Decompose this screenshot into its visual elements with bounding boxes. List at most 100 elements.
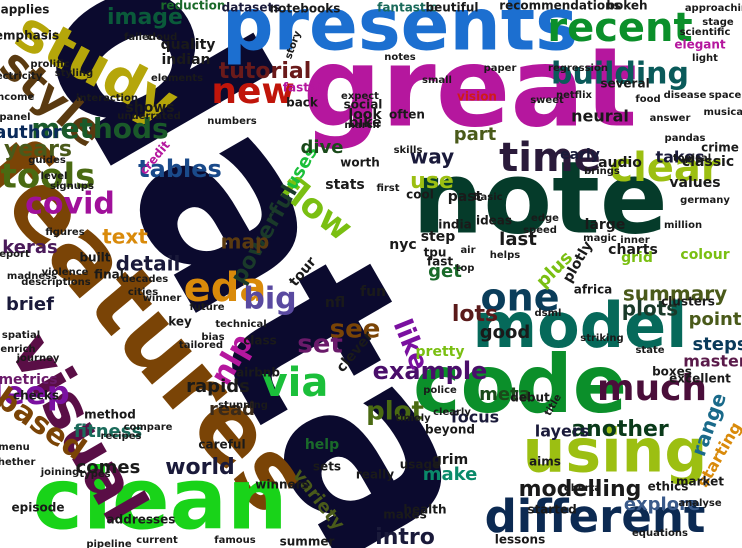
cloud-word-march: march (344, 120, 379, 131)
cloud-word-pretty: pretty (416, 344, 465, 360)
cloud-word-boxes: boxes (652, 365, 692, 379)
cloud-word-helps: helps (490, 250, 520, 261)
cloud-word-famous: famous (214, 535, 256, 546)
cloud-word-explore: explore (624, 494, 700, 515)
cloud-word-million: million (664, 220, 702, 231)
cloud-word-focus: focus (451, 408, 499, 427)
cloud-word-timely: timely (395, 413, 431, 424)
cloud-word-roberta: roberta (559, 483, 601, 494)
cloud-word-styling: styling (55, 68, 93, 79)
cloud-word-dive: dive (301, 137, 344, 158)
cloud-word-africa: africa (574, 283, 613, 297)
cloud-word-striking: striking (580, 333, 623, 344)
cloud-word-applies: applies (1, 3, 50, 17)
cloud-word-steps: steps (692, 334, 742, 355)
cloud-word-text: text (102, 225, 148, 249)
cloud-word-started: started (527, 503, 576, 517)
cloud-word-another: another (571, 417, 669, 442)
cloud-word-enrich: enrich (0, 344, 35, 355)
cloud-word-modelling: modelling (519, 477, 642, 502)
cloud-word-descriptions: descriptions (21, 277, 91, 288)
cloud-word-recipes: recipes (101, 431, 142, 442)
cloud-word-cities: cities (128, 287, 158, 298)
cloud-word-makes: makes (383, 508, 427, 522)
cloud-word-grid: grid (621, 250, 653, 266)
cloud-word-bias: bias (201, 332, 224, 343)
cloud-word-elegant: elegant (674, 38, 726, 52)
cloud-word-journey: journey (16, 353, 60, 364)
cloud-word-clusters: clusters (661, 295, 715, 309)
cloud-word-fantastic: fantastic (377, 1, 437, 15)
cloud-word-bokeh: bokeh (606, 0, 647, 13)
cloud-word-speed: speed (523, 225, 557, 236)
cloud-word-building: building (551, 57, 689, 92)
cloud-word-airbnb: airbnb (236, 366, 280, 380)
cloud-word-equations: equations (632, 528, 688, 539)
cloud-word-food: food (635, 94, 660, 105)
cloud-word-past: past (448, 189, 483, 205)
cloud-word-tailored: tailored (179, 340, 223, 351)
cloud-word-author: author (0, 122, 62, 143)
cloud-word-example: example (373, 357, 488, 385)
cloud-word-decades: decades (122, 274, 169, 285)
cloud-word-recommendations: recommendations (499, 0, 621, 13)
cloud-word-world: world (165, 455, 235, 480)
cloud-word-stats: stats (325, 177, 365, 193)
cloud-word-using: using (523, 417, 708, 487)
cloud-word-new: new (211, 71, 294, 112)
cloud-word-air: air (460, 245, 475, 256)
cloud-word-small: small (422, 75, 452, 86)
cloud-word-summary: summary (623, 282, 727, 306)
cloud-word-excellent: excellent (669, 372, 731, 386)
cloud-word-one: one (481, 276, 560, 320)
cloud-word-much: much (597, 368, 707, 409)
cloud-word-electricity: electricity (0, 71, 43, 82)
cloud-word-different: different (485, 490, 706, 543)
cloud-word-ethics: ethics (648, 480, 689, 494)
cloud-word-method: method (84, 408, 136, 422)
cloud-word-intro: intro (375, 525, 435, 548)
cloud-word-model: model (473, 289, 688, 362)
cloud-word-inner: inner (620, 235, 649, 246)
cloud-word-see: see (330, 315, 381, 345)
cloud-word-last: last (499, 229, 537, 250)
cloud-word-look: look (348, 107, 382, 123)
cloud-word-state: state (635, 345, 664, 356)
cloud-word-sweet: sweet (530, 95, 564, 106)
cloud-word-step: step (421, 229, 456, 245)
cloud-word-lots: lots (452, 302, 498, 327)
cloud-word-disease: disease (664, 90, 707, 101)
cloud-word-key: key (168, 315, 192, 329)
cloud-word-covid: covid (25, 187, 115, 222)
cloud-word-topical: topical (673, 153, 711, 164)
cloud-word-spatial: spatial (2, 330, 40, 341)
cloud-word-future: future (189, 302, 224, 313)
cloud-word-tpu: tpu (424, 246, 447, 260)
cloud-word-indian: indian (162, 52, 211, 68)
cloud-word-musical: musical (703, 107, 742, 118)
cloud-word-fun: fun (360, 284, 386, 300)
cloud-word-fast: fast (427, 255, 453, 269)
cloud-word-meta: meta (479, 384, 531, 405)
cloud-word-social: social (344, 98, 383, 112)
cloud-word-set: set (297, 330, 343, 360)
cloud-word-signups: signups (50, 181, 94, 192)
cloud-word-numbers: numbers (207, 116, 257, 127)
cloud-word-stunning: stunning (218, 400, 268, 411)
cloud-word-worth: worth (340, 156, 380, 170)
cloud-word-bike: bike (348, 115, 381, 131)
cloud-word-approaching: approaching (685, 3, 742, 14)
cloud-word-ideas: ideas (476, 214, 512, 228)
cloud-word-germany: germany (680, 195, 730, 206)
cloud-word-image: image (107, 5, 183, 30)
cloud-word-aims: aims (529, 455, 561, 469)
cloud-word-time: time (499, 135, 601, 181)
cloud-word-use: use (410, 169, 454, 194)
cloud-word-via: via (262, 360, 329, 406)
cloud-word-great: great (303, 23, 637, 151)
cloud-word-level: level (41, 171, 68, 182)
cloud-word-india: india (438, 218, 471, 232)
cloud-word-beyond: beyond (425, 423, 475, 437)
cloud-word-final: final (94, 268, 124, 282)
